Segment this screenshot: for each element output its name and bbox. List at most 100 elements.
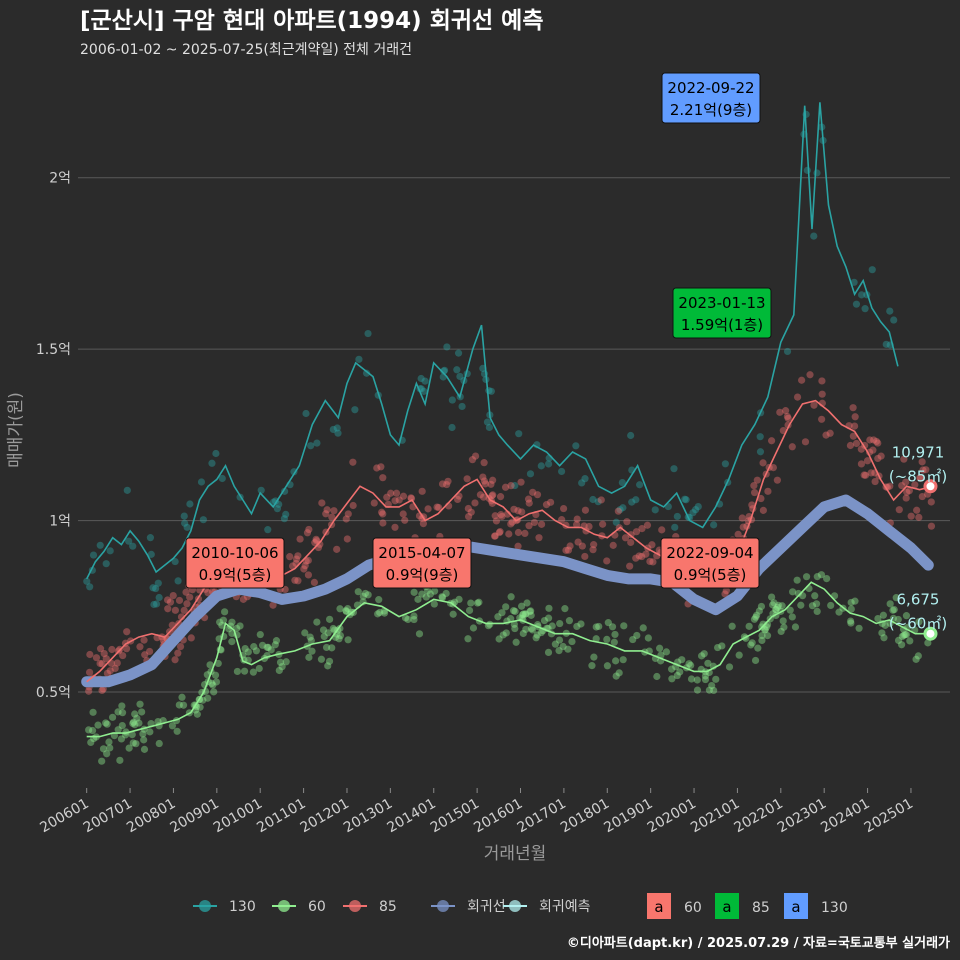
data-point-85 bbox=[867, 469, 875, 477]
data-point-130 bbox=[618, 478, 626, 487]
data-point-60 bbox=[906, 637, 914, 645]
annotation-value: 0.9억(5층) bbox=[674, 566, 747, 584]
data-point-85 bbox=[496, 493, 505, 501]
data-point-85 bbox=[861, 471, 870, 479]
data-point-85 bbox=[492, 517, 501, 525]
data-point-60 bbox=[855, 624, 863, 632]
data-point-60 bbox=[544, 614, 553, 622]
data-point-60 bbox=[527, 611, 535, 619]
data-point-85 bbox=[379, 474, 387, 482]
legend-label: 회귀선 bbox=[467, 899, 506, 915]
data-point-130 bbox=[273, 505, 281, 513]
data-point-60 bbox=[780, 623, 788, 631]
data-point-60 bbox=[131, 721, 139, 729]
data-point-85 bbox=[514, 542, 522, 550]
data-point-130 bbox=[485, 423, 494, 432]
data-point-130 bbox=[280, 515, 288, 523]
data-point-60 bbox=[85, 726, 93, 734]
data-point-85 bbox=[454, 495, 462, 503]
data-point-60 bbox=[212, 678, 221, 686]
data-point-60 bbox=[532, 634, 540, 642]
data-point-60 bbox=[464, 635, 472, 643]
data-point-60 bbox=[902, 612, 911, 620]
data-point-60 bbox=[778, 602, 786, 610]
data-point-60 bbox=[886, 600, 894, 608]
annotation-date: 2022-09-22 bbox=[667, 79, 754, 97]
data-point-85 bbox=[489, 476, 497, 484]
data-point-60 bbox=[175, 701, 183, 709]
data-point-85 bbox=[585, 522, 593, 531]
data-point-130 bbox=[364, 329, 372, 338]
data-point-60 bbox=[211, 671, 220, 679]
data-point-85 bbox=[176, 642, 185, 651]
data-point-130 bbox=[456, 372, 464, 381]
data-point-85 bbox=[496, 528, 504, 536]
data-point-60 bbox=[710, 686, 718, 695]
data-point-60 bbox=[89, 708, 97, 716]
data-point-85 bbox=[581, 552, 589, 561]
data-point-60 bbox=[805, 584, 813, 593]
data-point-130 bbox=[632, 496, 640, 504]
data-point-60 bbox=[99, 745, 108, 753]
data-point-85 bbox=[292, 555, 301, 563]
data-point-60 bbox=[418, 590, 426, 598]
data-point-60 bbox=[898, 641, 906, 649]
data-point-60 bbox=[527, 607, 535, 615]
data-point-60 bbox=[118, 702, 126, 710]
data-point-60 bbox=[701, 672, 710, 680]
data-point-60 bbox=[751, 656, 760, 665]
data-point-85 bbox=[383, 493, 391, 501]
data-point-130 bbox=[197, 478, 206, 486]
data-point-130 bbox=[362, 369, 371, 377]
data-point-130 bbox=[721, 460, 729, 468]
data-point-60 bbox=[772, 605, 780, 614]
data-point-60 bbox=[276, 658, 285, 666]
data-point-60 bbox=[802, 573, 811, 581]
data-point-60 bbox=[705, 686, 714, 694]
data-point-85 bbox=[269, 601, 277, 609]
series-line-130 bbox=[85, 102, 899, 580]
annotation-value: 1.59억(1층) bbox=[681, 316, 763, 334]
data-point-130 bbox=[670, 465, 678, 473]
end-label-value: 6,675 bbox=[897, 591, 940, 609]
data-point-60 bbox=[608, 623, 617, 631]
data-point-85 bbox=[514, 528, 523, 537]
data-point-85 bbox=[164, 596, 172, 604]
y-tick-label: 0.5억 bbox=[36, 685, 71, 701]
data-point-85 bbox=[750, 488, 759, 497]
data-point-60 bbox=[763, 632, 772, 640]
data-point-85 bbox=[798, 376, 806, 384]
y-tick-label: 1억 bbox=[49, 514, 71, 530]
data-point-60 bbox=[794, 589, 802, 598]
data-point-85 bbox=[874, 454, 882, 463]
data-point-60 bbox=[629, 635, 637, 644]
legend-key-point bbox=[349, 900, 361, 912]
data-point-85 bbox=[572, 520, 581, 529]
data-point-60 bbox=[401, 614, 410, 622]
legend-box-swatch bbox=[715, 893, 739, 919]
data-point-85 bbox=[883, 483, 892, 491]
data-point-60 bbox=[592, 635, 600, 643]
data-point-85 bbox=[424, 505, 432, 513]
data-point-85 bbox=[597, 496, 605, 504]
legend-label: 회귀예측 bbox=[539, 899, 591, 915]
data-point-130 bbox=[129, 542, 137, 550]
data-point-85 bbox=[508, 518, 516, 526]
data-point-60 bbox=[118, 721, 126, 730]
data-point-130 bbox=[355, 355, 363, 363]
data-point-60 bbox=[102, 719, 110, 727]
data-point-60 bbox=[750, 615, 759, 623]
data-point-60 bbox=[256, 630, 264, 639]
data-point-85 bbox=[537, 520, 546, 528]
data-point-60 bbox=[633, 631, 641, 640]
data-point-85 bbox=[769, 463, 777, 472]
data-point-60 bbox=[449, 610, 457, 618]
data-point-60 bbox=[673, 671, 681, 680]
data-point-60 bbox=[507, 593, 515, 601]
data-point-60 bbox=[577, 620, 585, 628]
data-point-85 bbox=[395, 496, 403, 504]
data-point-60 bbox=[410, 612, 418, 620]
data-point-60 bbox=[528, 626, 537, 634]
data-point-85 bbox=[100, 649, 108, 658]
data-point-85 bbox=[489, 491, 497, 499]
